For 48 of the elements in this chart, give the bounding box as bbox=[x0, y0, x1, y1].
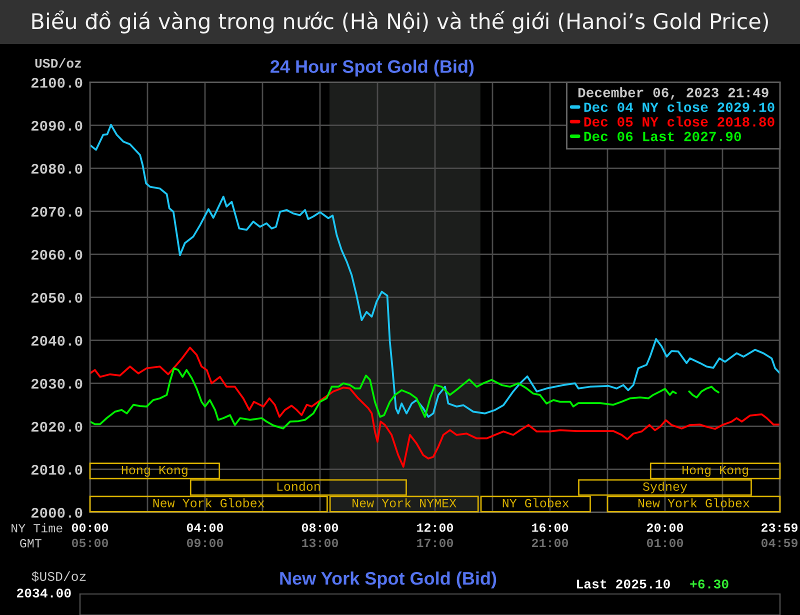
series-label: New York NYMEX bbox=[352, 498, 456, 508]
text: 2034.00 bbox=[16, 588, 71, 598]
y-tick-label: 2050.0 bbox=[31, 292, 82, 303]
y-tick-label: 2100.0 bbox=[31, 78, 82, 88]
x2-tick-label: 05:00 bbox=[72, 538, 108, 548]
legend-label: Dec 06 Last 2027.90 bbox=[584, 132, 741, 142]
x2-tick-label: 21:00 bbox=[532, 538, 568, 548]
y-tick-label: 2060.0 bbox=[31, 250, 82, 260]
series-label: Hong Kong bbox=[682, 466, 748, 477]
series-label: New York Globex bbox=[153, 498, 264, 508]
chart-title: Biểu đồ giá vàng trong nước (Hà Nội) và thế giới (Hanoi’s Gold Price) bbox=[32, 10, 768, 34]
y-tick-label: 2020.0 bbox=[31, 422, 82, 432]
x-tick-label: 12:00 bbox=[417, 523, 454, 532]
chart-subtitle: 24 Hour Spot Gold (Bid) bbox=[270, 60, 474, 77]
y-tick-label: 2070.0 bbox=[31, 206, 82, 217]
y-tick-label: 2040.0 bbox=[31, 336, 82, 346]
x-tick-label: 04:00 bbox=[186, 523, 224, 532]
x-tick-label: 16:00 bbox=[532, 523, 568, 532]
x2-axis-title: GMT bbox=[20, 538, 42, 548]
line-series bbox=[90, 346, 780, 468]
y-tick-label: 2030.0 bbox=[31, 378, 82, 389]
x2-tick-label: 09:00 bbox=[186, 538, 224, 548]
y-axis-title: USD/oz bbox=[35, 58, 82, 68]
text: New York Spot Gold (Bid) bbox=[280, 572, 496, 588]
x2-tick-label: 13:00 bbox=[302, 538, 338, 548]
x-tick-label: 00:00 bbox=[72, 523, 108, 532]
y-tick-label: 2090.0 bbox=[31, 120, 82, 131]
series-label: Hong Kong bbox=[122, 466, 188, 477]
series-label: NY Globex bbox=[502, 498, 569, 508]
x-tick-label: 08:00 bbox=[302, 523, 338, 532]
y-tick-label: 2080.0 bbox=[31, 164, 82, 174]
legend-label: Dec 05 NY close 2018.80 bbox=[584, 116, 774, 127]
x2-tick-label: 17:00 bbox=[417, 538, 454, 548]
x-tick-label: 20:00 bbox=[646, 523, 684, 532]
y-tick-label: 2000.0 bbox=[31, 508, 82, 518]
text: Last 2025.10 bbox=[577, 580, 670, 589]
series-label: New York Globex bbox=[638, 498, 750, 508]
legend-label: Dec 04 NY close 2029.10 bbox=[584, 102, 774, 112]
series-label: Sydney bbox=[642, 482, 688, 494]
x2-tick-label: 04:59 bbox=[761, 538, 798, 548]
x2-tick-label: 01:00 bbox=[646, 538, 684, 548]
text: +6.30 bbox=[690, 580, 728, 589]
legend-title: December 06, 2023 21:49 bbox=[578, 87, 768, 100]
y-tick-label: 2010.0 bbox=[31, 464, 82, 475]
text: $USD/oz bbox=[32, 571, 86, 582]
series-label: London bbox=[277, 482, 320, 491]
x-axis-title: NY Time bbox=[12, 523, 62, 532]
x-tick-label: 23:59 bbox=[762, 523, 798, 532]
